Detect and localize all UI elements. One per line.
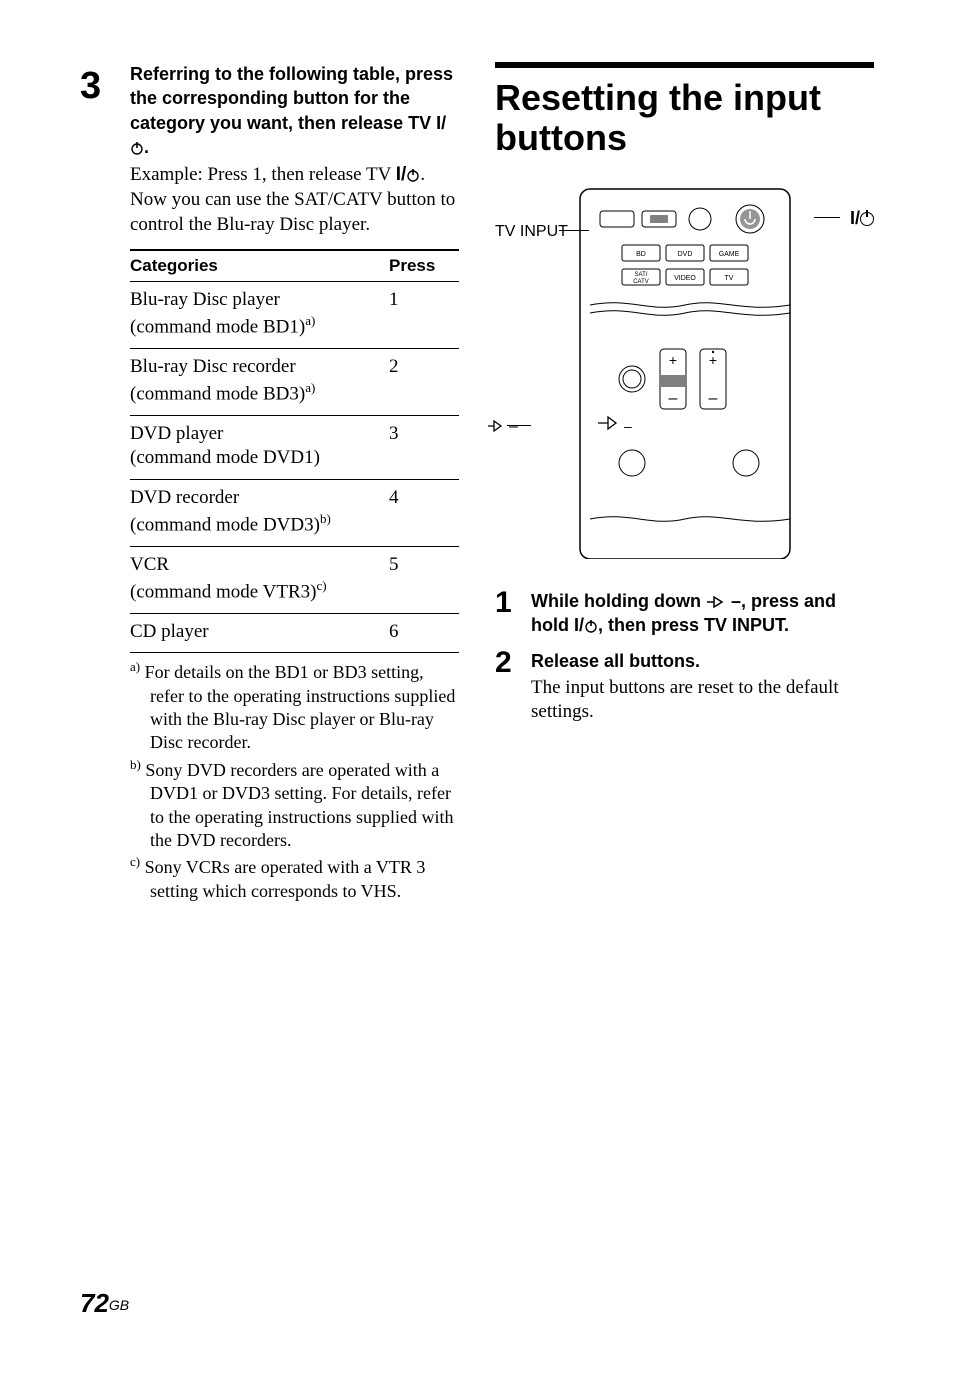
category-cell: Blu-ray Disc recorder(command mode BD3)a… (130, 349, 389, 416)
reset-step-2: 2 Release all buttons. The input buttons… (495, 649, 874, 725)
category-cell: VCR(command mode VTR3)c) (130, 546, 389, 613)
power-icon (860, 212, 874, 226)
label-power: I/ (850, 207, 874, 230)
reset-step-1: 1 While holding down –, press and hold I… (495, 589, 874, 638)
category-cell: DVD recorder(command mode DVD3)b) (130, 480, 389, 547)
step-1-pre: While holding down (531, 591, 706, 611)
footnote: c) Sony VCRs are operated with a VTR 3 s… (130, 854, 459, 903)
page-number-value: 72 (80, 1288, 109, 1318)
step-1-post: , then press TV INPUT. (598, 615, 789, 635)
section-title: Resetting the input buttons (495, 78, 874, 159)
section-rule (495, 62, 874, 68)
col-press: Press (389, 250, 459, 282)
btn-dvd: DVD (677, 251, 692, 258)
left-column: 3 Referring to the following table, pres… (80, 62, 459, 905)
step-1-heading: While holding down –, press and hold I/,… (531, 589, 874, 638)
remote-illustration: BD DVD GAME SAT/ CATV VIDEO TV (570, 179, 800, 559)
footnotes: a) For details on the BD1 or BD3 setting… (130, 659, 459, 903)
label-tv-input: TV INPUT (495, 222, 568, 243)
power-icon (584, 619, 598, 633)
step-3-example: Example: Press 1, then release TV I/. No… (130, 163, 459, 237)
table-row: DVD recorder(command mode DVD3)b)4 (130, 480, 459, 547)
power-icon (406, 168, 420, 182)
svg-text:+: + (708, 352, 716, 368)
svg-text:–: – (624, 418, 632, 434)
volume-minus-label: – (509, 417, 518, 438)
btn-catv: CATV (633, 279, 649, 285)
press-cell: 2 (389, 349, 459, 416)
leader-tv-input (559, 230, 589, 231)
btn-game: GAME (718, 251, 739, 258)
btn-bd: BD (636, 251, 646, 258)
btn-sat: SAT/ (634, 272, 647, 278)
btn-tv: TV (724, 275, 733, 282)
page-region: GB (109, 1297, 129, 1313)
footnote: a) For details on the BD1 or BD3 setting… (130, 659, 459, 755)
category-cell: CD player (130, 613, 389, 653)
press-cell: 3 (389, 415, 459, 479)
right-column: Resetting the input buttons TV INPUT I/ (495, 62, 874, 905)
step-number: 1 (495, 583, 512, 622)
step-3-heading-suffix: . (144, 137, 149, 157)
svg-text:+: + (668, 352, 676, 368)
step-3: 3 Referring to the following table, pres… (80, 62, 459, 903)
example-line1-suffix: . (420, 164, 425, 185)
footnote: b) Sony DVD recorders are operated with … (130, 757, 459, 853)
table-row: Blu-ray Disc recorder(command mode BD3)a… (130, 349, 459, 416)
example-line1-pre: Example: Press 1, then release TV (130, 164, 396, 185)
category-cell: Blu-ray Disc player(command mode BD1)a) (130, 282, 389, 349)
speaker-icon (706, 596, 726, 608)
svg-text:–: – (668, 390, 677, 407)
speaker-icon-callout (487, 419, 507, 433)
btn-video: VIDEO (674, 275, 696, 282)
power-label-inline: I/ (396, 164, 421, 185)
category-cell: DVD player(command mode DVD1) (130, 415, 389, 479)
step-2-heading: Release all buttons. (531, 649, 874, 673)
table-row: DVD player(command mode DVD1)3 (130, 415, 459, 479)
power-prefix: I/ (436, 113, 446, 133)
leader-power (814, 217, 840, 218)
power-prefix-step1: I/ (574, 615, 584, 635)
categories-table: Categories Press Blu-ray Disc player(com… (130, 249, 459, 653)
step-3-body: Referring to the following table, press … (130, 62, 459, 903)
remote-diagram: TV INPUT I/ BD (495, 179, 874, 559)
power-prefix-inline: I/ (396, 164, 407, 185)
power-icon (130, 141, 144, 155)
press-cell: 1 (389, 282, 459, 349)
page-number: 72GB (80, 1287, 129, 1321)
table-row: VCR(command mode VTR3)c)5 (130, 546, 459, 613)
page: 3 Referring to the following table, pres… (0, 0, 954, 905)
step-number: 2 (495, 643, 512, 682)
step-2-body: The input buttons are reset to the defau… (531, 676, 874, 725)
table-header-row: Categories Press (130, 250, 459, 282)
step-3-heading-text: Referring to the following table, press … (130, 64, 453, 133)
press-cell: 6 (389, 613, 459, 653)
table-row: Blu-ray Disc player(command mode BD1)a)1 (130, 282, 459, 349)
table-row: CD player6 (130, 613, 459, 653)
step-3-heading: Referring to the following table, press … (130, 62, 459, 159)
table-body: Blu-ray Disc player(command mode BD1)a)1… (130, 282, 459, 653)
col-categories: Categories (130, 250, 389, 282)
step-number: 3 (80, 62, 101, 111)
press-cell: 4 (389, 480, 459, 547)
press-cell: 5 (389, 546, 459, 613)
svg-text:–: – (708, 390, 717, 407)
example-line2: Now you can use the SAT/CATV button to c… (130, 189, 455, 235)
reset-steps: 1 While holding down –, press and hold I… (495, 589, 874, 725)
power-prefix-right: I/ (850, 208, 860, 228)
